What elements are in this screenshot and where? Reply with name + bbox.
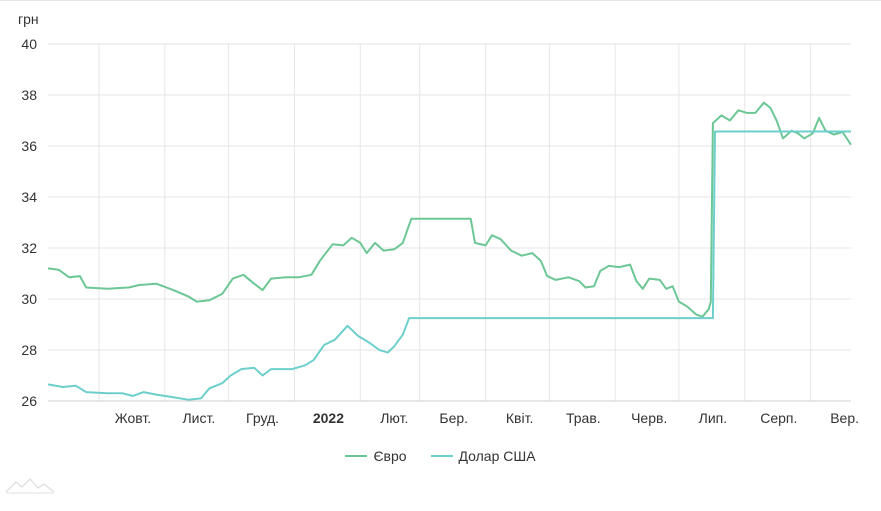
x-tick-label: Трав. [566,410,601,426]
x-tick-label: Вер. [830,410,859,426]
series-line-usd [47,130,851,401]
y-tick-label: 30 [21,291,37,307]
legend-item-euro[interactable]: Євро [345,448,407,464]
x-tick-label: Серп. [760,410,797,426]
y-tick-label: 28 [21,342,37,358]
x-tick-label: Жовт. [115,410,151,426]
legend-label-euro: Євро [373,448,407,464]
legend-swatch-usd [430,455,453,457]
y-tick-label: 36 [21,138,37,154]
legend-swatch-euro [345,455,368,457]
y-tick-label: 40 [21,36,37,52]
top-border [0,0,881,1]
x-axis-tick-labels: Жовт. Лист. Груд. 2022 Лют. Бер. Квіт. Трав. Чер… [115,410,859,426]
y-tick-label: 38 [21,87,37,103]
x-tick-label: Лип. [699,410,727,426]
x-tick-label: 2022 [313,410,344,426]
x-tick-label: Квіт. [506,410,533,426]
legend-item-usd[interactable]: Долар США [430,448,536,464]
vertical-gridlines [98,44,812,401]
x-tick-label: Лют. [380,410,408,426]
x-tick-label: Черв. [631,410,667,426]
chart-legend: Євро Долар США [0,448,881,464]
y-axis-unit-label: грн [18,11,39,27]
x-tick-label: Груд. [246,410,279,426]
y-tick-label: 26 [21,393,37,409]
y-tick-label: 34 [21,189,37,205]
horizontal-gridlines [48,43,851,402]
series-lines [47,101,852,401]
y-axis-tick-labels: 26 28 30 32 34 36 38 40 [21,36,37,409]
legend-label-usd: Долар США [458,448,536,464]
x-tick-label: Лист. [182,410,215,426]
x-tick-label: Бер. [439,410,468,426]
series-line-euro [47,101,852,318]
watermark-mountain-icon [5,477,55,494]
y-tick-label: 32 [21,240,37,256]
